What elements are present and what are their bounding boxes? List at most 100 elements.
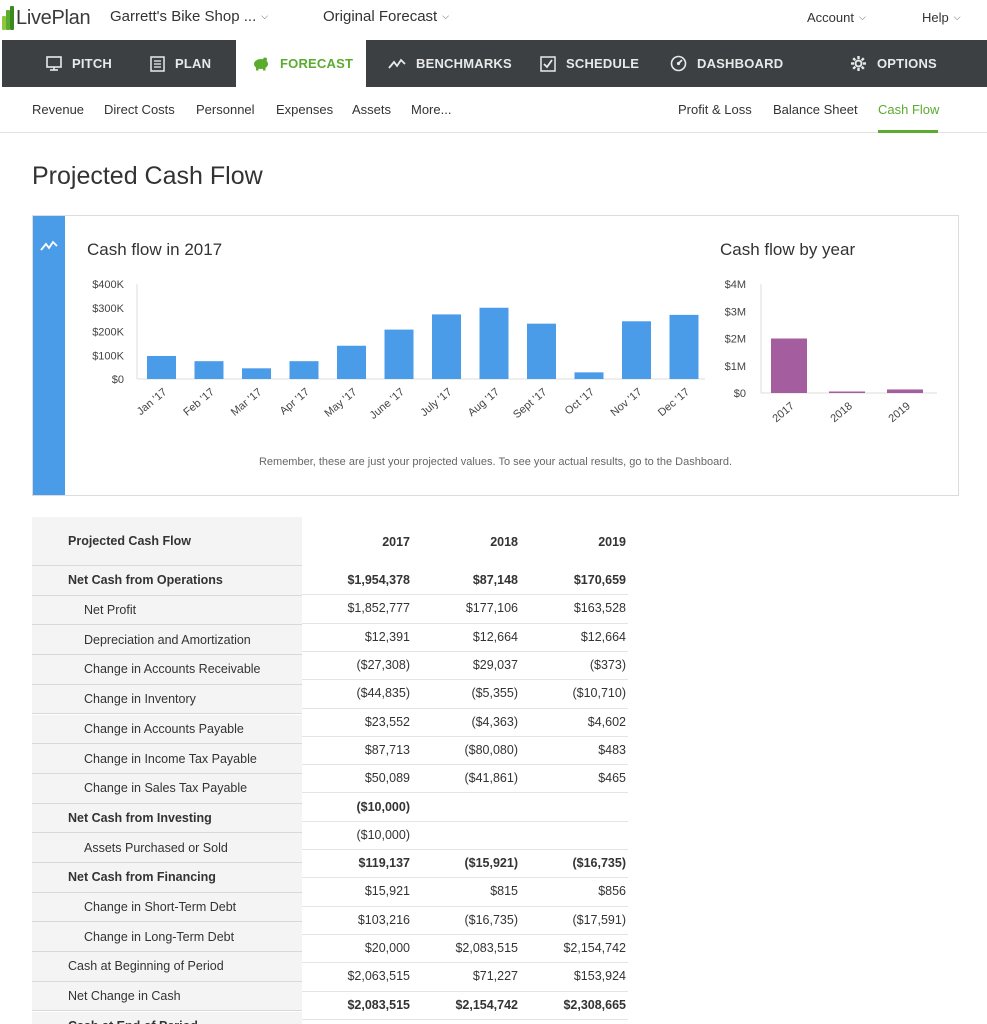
chart-bar[interactable] [574, 372, 604, 379]
business-selector[interactable]: Garrett's Bike Shop ... ⌵ [110, 8, 268, 25]
subnav-balance-sheet[interactable]: Balance Sheet [773, 102, 858, 117]
tab-forecast[interactable]: FORECAST [236, 40, 366, 87]
tab-benchmarks[interactable]: BENCHMARKS [388, 40, 512, 87]
table-row-label: Change in Accounts Receivable [32, 655, 302, 685]
x-tick-label: Oct '17 [563, 386, 597, 417]
table-row-label: Change in Accounts Payable [32, 714, 302, 745]
table-row-label: Net Cash from Operations [32, 566, 302, 596]
table-cell-divider [302, 1018, 628, 1020]
subnav-direct-costs[interactable]: Direct Costs [104, 102, 175, 117]
tab-dashboard[interactable]: DASHBOARD [670, 40, 783, 87]
chart-bar[interactable] [622, 321, 651, 379]
table-cell-divider [302, 622, 628, 624]
gear-icon [850, 55, 867, 72]
table-cell: ($80,080) [464, 742, 518, 757]
gauge-icon [670, 55, 687, 72]
chart-bar[interactable] [432, 314, 461, 379]
chart-bar[interactable] [384, 329, 414, 379]
table-header-year: 2019 [598, 534, 626, 549]
tab-options[interactable]: OPTIONS [850, 40, 937, 87]
logo-mark-icon [2, 6, 14, 30]
chevron-down-icon: ⌵ [858, 12, 866, 22]
table-cell-divider [302, 679, 628, 681]
table-row-label: Cash at Beginning of Period [32, 952, 302, 982]
help-menu[interactable]: Help ⌵ [922, 10, 961, 25]
x-tick-label: Feb '17 [181, 386, 217, 419]
x-tick-label: Jan '17 [135, 386, 170, 418]
table-cell [410, 821, 518, 849]
subnav-personnel[interactable]: Personnel [196, 102, 255, 117]
tab-pitch-label: PITCH [72, 56, 112, 71]
table-cell: $170,659 [573, 573, 626, 588]
card-accent-strip [33, 216, 65, 495]
y-tick-label: $100K [92, 350, 124, 362]
table-header-label: Projected Cash Flow [32, 517, 302, 566]
subnav-cash-flow[interactable]: Cash Flow [878, 102, 940, 117]
chart-bar[interactable] [527, 323, 556, 379]
table-cell-divider [302, 594, 628, 596]
table-cell: ($17,591) [572, 912, 626, 927]
x-tick-label: 2017 [770, 400, 796, 425]
top-bar: LivePlan Garrett's Bike Shop ... ⌵ Origin… [0, 0, 987, 40]
chart-bar[interactable] [771, 338, 807, 394]
chart-bar[interactable] [242, 368, 271, 379]
table-cell: $119,137 [358, 856, 410, 871]
x-tick-label: Dec '17 [656, 386, 692, 419]
yearly-chart-title: Cash flow by year [720, 240, 856, 259]
cash-flow-table: Projected Cash Flow 2017 2018 2019 Net Cash … [32, 517, 628, 1024]
table-cell: ($10,710) [572, 686, 626, 701]
subnav-more[interactable]: More... [411, 102, 452, 117]
x-tick-label: 2018 [828, 400, 854, 425]
tab-plan-label: PLAN [175, 56, 212, 71]
liveplan-logo[interactable]: LivePlan [2, 4, 91, 32]
table-row-label: Change in Income Tax Payable [32, 744, 302, 774]
table-cell-divider [302, 650, 628, 652]
account-menu[interactable]: Account ⌵ [807, 10, 866, 25]
table-cell: $465 [598, 771, 626, 786]
subnav-assets[interactable]: Assets [352, 102, 392, 117]
table-cell-divider [302, 849, 628, 850]
subnav-profit-loss[interactable]: Profit & Loss [678, 102, 752, 117]
table-cell: $87,148 [472, 573, 518, 588]
chart-bar[interactable] [479, 307, 509, 379]
x-tick-label: 2019 [886, 400, 912, 425]
table-cell-divider [302, 820, 628, 822]
tab-schedule-label: SCHEDULE [566, 56, 640, 71]
table-cell: $2,083,515 [455, 941, 518, 956]
chart-bar[interactable] [147, 355, 176, 379]
table-cell: ($15,921) [464, 856, 518, 871]
y-tick-label: $4M [725, 279, 746, 291]
tab-options-label: OPTIONS [877, 56, 937, 71]
table-cell-divider [302, 933, 628, 935]
table-row-label: Cash at End of Period [32, 1011, 302, 1024]
table-cell-divider [302, 707, 628, 709]
y-tick-label: $0 [112, 374, 124, 386]
chart-bar[interactable] [337, 345, 366, 379]
table-cell-divider [302, 962, 628, 964]
chart-bar[interactable] [669, 314, 699, 379]
subnav-revenue[interactable]: Revenue [32, 102, 85, 117]
table-cell: $103,216 [357, 912, 410, 927]
x-tick-label: May '17 [322, 386, 359, 420]
subnav-expenses[interactable]: Expenses [276, 102, 334, 117]
table-cell: ($41,861) [464, 771, 518, 786]
sub-nav: Revenue Direct Costs Personnel Expenses … [0, 87, 987, 133]
account-label: Account [807, 10, 854, 25]
y-tick-label: $0 [734, 388, 746, 400]
x-tick-label: Nov '17 [608, 386, 644, 419]
chart-bar[interactable] [829, 391, 865, 394]
main-nav: PITCH PLAN FORECAST BENCHMARKS SCHEDULE … [2, 40, 987, 87]
chart-bar[interactable] [289, 361, 319, 379]
tab-schedule[interactable]: SCHEDULE [540, 40, 639, 87]
table-cell: $29,037 [472, 658, 518, 673]
x-tick-label: June '17 [368, 386, 407, 422]
trend-icon [388, 58, 406, 70]
y-tick-label: $2M [725, 334, 746, 346]
table-body: Net Cash from Operations $1,954,378 $87,14… [32, 566, 628, 1024]
chart-bar[interactable] [887, 389, 923, 393]
forecast-selector[interactable]: Original Forecast ⌵ [323, 8, 449, 25]
tab-pitch[interactable]: PITCH [46, 40, 112, 87]
tab-plan[interactable]: PLAN [150, 40, 211, 87]
chart-bar[interactable] [194, 361, 224, 379]
x-tick-label: Aug '17 [466, 386, 502, 419]
